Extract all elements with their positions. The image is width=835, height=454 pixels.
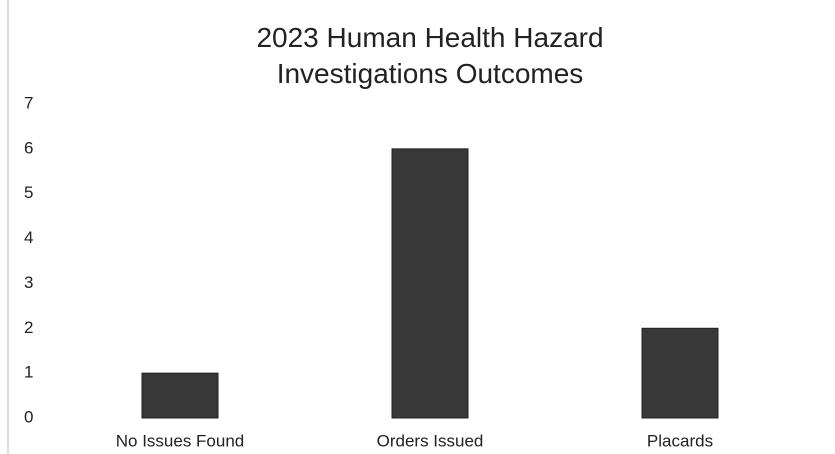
y-tick-label: 2 (24, 318, 33, 337)
y-tick-label: 0 (24, 407, 33, 426)
y-tick-label: 7 (24, 93, 33, 112)
bar (391, 148, 469, 419)
x-tick-label: Orders Issued (377, 431, 484, 450)
y-tick-label: 5 (24, 183, 33, 202)
y-tick-label: 4 (24, 228, 33, 247)
chart-title: 2023 Human Health Hazard Investigations … (256, 22, 604, 89)
bar (141, 372, 219, 419)
x-tick-label: Placards (647, 431, 713, 450)
y-tick-label: 6 (24, 138, 33, 157)
y-tick-label: 1 (24, 363, 33, 382)
y-tick-label: 3 (24, 273, 33, 292)
bar (641, 327, 719, 419)
x-tick-label: No Issues Found (116, 431, 245, 450)
